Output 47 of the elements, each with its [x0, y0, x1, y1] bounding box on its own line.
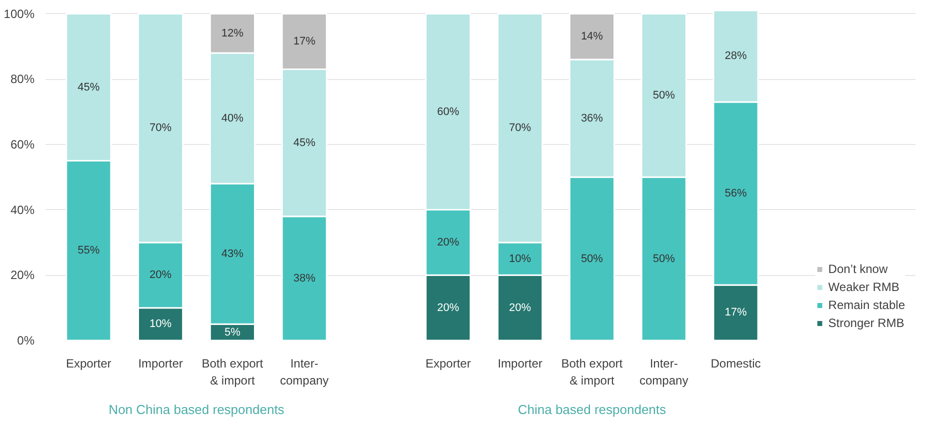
data-label: 28% [724, 50, 747, 62]
data-label: 17% [293, 36, 316, 48]
x-tick-label: Inter- company [280, 356, 329, 388]
x-tick-label: Exporter [66, 356, 112, 370]
data-label: 20% [509, 302, 532, 314]
text: Non China based respondents [108, 402, 285, 417]
data-label: 70% [509, 122, 532, 134]
y-tick-label: 100% [4, 6, 35, 21]
data-label: 60% [437, 106, 460, 118]
x-tick-label: Importer [138, 356, 183, 370]
data-label: 45% [293, 136, 316, 149]
data-label: 10% [150, 318, 172, 330]
y-tick-label: 80% [10, 72, 35, 86]
data-label: 50% [652, 252, 676, 265]
data-label: 20% [437, 302, 460, 314]
text: China based respondents [518, 402, 667, 417]
legend-label: Remain stable [828, 298, 905, 312]
legend-label: Stronger RMB [828, 316, 904, 330]
data-label: 56% [724, 187, 747, 200]
x-tick-label: Exporter [425, 356, 471, 370]
data-label: 50% [580, 252, 604, 265]
y-tick-label: 20% [10, 268, 35, 282]
legend-label: Don’t know [828, 262, 888, 276]
y-tick-label: 60% [10, 137, 35, 152]
x-tick-label: Inter- company [640, 356, 688, 388]
y-tick-label: 40% [10, 202, 35, 217]
data-label: 10% [509, 252, 532, 265]
data-label: 38% [293, 272, 316, 284]
data-label: 20% [437, 236, 460, 248]
data-label: 45% [78, 81, 100, 94]
data-label: 12% [221, 27, 244, 40]
x-tick-label: Both export & import [561, 356, 624, 388]
data-label: 5% [224, 326, 241, 338]
data-label: 17% [724, 306, 747, 319]
data-label: 14% [580, 30, 604, 43]
y-tick-label: 0% [17, 334, 35, 348]
data-label: 55% [78, 244, 100, 257]
data-label: 20% [150, 269, 172, 282]
data-label: 40% [221, 112, 244, 124]
legend-label: Weaker RMB [828, 280, 900, 294]
data-label: 43% [221, 248, 244, 260]
data-label: 70% [150, 122, 172, 134]
x-tick-label: Both export & import [202, 356, 264, 388]
x-tick-label: Importer [498, 356, 542, 370]
x-tick-label: Domestic [710, 356, 761, 370]
data-label: 50% [652, 89, 676, 102]
data-label: 36% [580, 112, 604, 124]
